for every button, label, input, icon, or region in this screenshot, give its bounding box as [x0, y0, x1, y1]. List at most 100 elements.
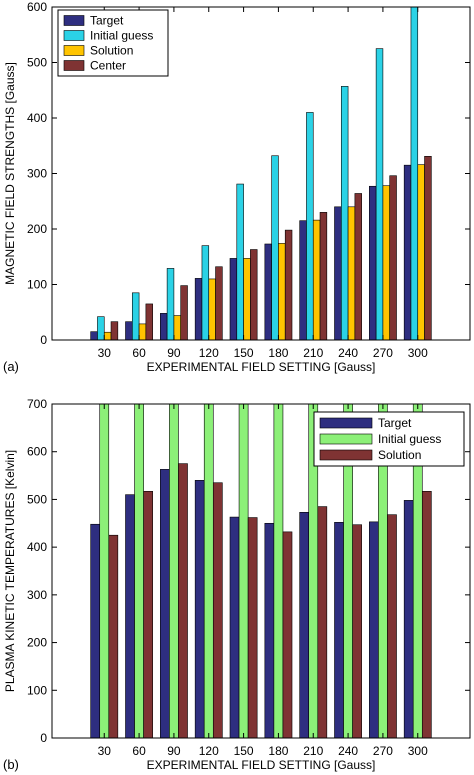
- bar: [178, 463, 188, 739]
- bar: [410, 6, 419, 341]
- x-tick-label: 150: [234, 346, 254, 360]
- x-tick-label: 120: [199, 744, 219, 758]
- legend-entry: Solution: [90, 44, 133, 58]
- bar: [424, 156, 432, 341]
- y-tick-label: 100: [27, 683, 47, 697]
- bar: [180, 285, 188, 341]
- x-axis-label: EXPERIMENTAL FIELD SETTING [Gauss]: [147, 758, 376, 772]
- bar: [160, 313, 168, 341]
- legend-swatch: [319, 433, 373, 445]
- x-tick-label: 300: [408, 744, 428, 758]
- legend-entry: Target: [378, 416, 412, 430]
- bar: [212, 482, 223, 739]
- bar: [201, 245, 210, 341]
- y-tick-label: 600: [27, 445, 47, 459]
- panel-label: (b): [3, 757, 19, 772]
- legend-swatch: [63, 30, 85, 41]
- bar: [250, 249, 258, 341]
- bar: [264, 243, 272, 341]
- x-tick-label: 270: [373, 744, 393, 758]
- bar: [369, 185, 377, 341]
- legend-entry: Center: [90, 59, 126, 73]
- x-tick-label: 210: [303, 744, 323, 758]
- chart-b: 0 100 200 300 400 500 600 700 30 60 90 120 150 180 210…: [3, 397, 471, 772]
- bar: [125, 321, 133, 341]
- x-tick-label: 90: [167, 744, 181, 758]
- bar: [369, 521, 379, 739]
- bar: [421, 491, 432, 739]
- bar: [299, 512, 310, 739]
- bar: [169, 403, 179, 739]
- bar: [243, 258, 251, 341]
- bar: [317, 506, 328, 739]
- bar: [103, 331, 112, 341]
- bar: [403, 500, 414, 739]
- bar: [284, 229, 293, 341]
- bar: [271, 155, 279, 341]
- bar: [247, 517, 258, 739]
- y-tick-label: 200: [27, 636, 47, 650]
- legend-entry: Initial guess: [378, 432, 441, 446]
- y-tick-label: 0: [40, 333, 47, 347]
- legend-swatch: [319, 417, 373, 429]
- y-axis-label: PLASMA KINETIC TEMPERATURES [Kelvin]: [3, 450, 17, 692]
- bar: [403, 164, 412, 341]
- series-solution: [108, 463, 432, 739]
- bar: [236, 183, 244, 341]
- y-tick-label: 400: [27, 540, 47, 554]
- bar: [166, 268, 175, 341]
- bar: [134, 403, 144, 739]
- bar: [160, 469, 170, 739]
- bar: [229, 516, 240, 739]
- x-tick-label: 90: [167, 346, 181, 360]
- panel-label: (a): [3, 359, 19, 374]
- x-tick-label: 210: [303, 346, 323, 360]
- bar: [194, 278, 203, 341]
- bar: [99, 403, 110, 739]
- y-tick-label: 400: [27, 111, 47, 125]
- x-tick-label: 240: [338, 346, 358, 360]
- bar: [203, 403, 214, 739]
- y-tick-label: 700: [27, 397, 47, 411]
- bar: [375, 48, 384, 341]
- x-tick-label: 270: [373, 346, 393, 360]
- bar: [354, 193, 362, 341]
- bar: [282, 531, 293, 739]
- bar: [238, 403, 249, 739]
- series-center: [110, 156, 432, 341]
- x-tick-label: 180: [268, 744, 288, 758]
- bar: [347, 206, 356, 341]
- x-tick-label: 30: [98, 346, 112, 360]
- y-tick-label: 300: [27, 588, 47, 602]
- legend-swatch: [63, 60, 85, 71]
- x-tick-label: 120: [199, 346, 219, 360]
- bar: [382, 185, 391, 341]
- bar: [208, 278, 216, 341]
- legend-entry: Target: [90, 14, 124, 28]
- y-tick-label: 300: [27, 167, 47, 181]
- bar: [264, 522, 275, 739]
- bar: [194, 480, 205, 739]
- bar: [215, 266, 223, 341]
- bar: [110, 321, 119, 341]
- bar: [417, 164, 425, 341]
- bar: [334, 206, 342, 341]
- y-tick-label: 600: [27, 0, 47, 14]
- y-tick-label: 500: [27, 56, 47, 70]
- y-tick-label: 100: [27, 278, 47, 292]
- legend-swatch: [63, 45, 85, 56]
- bar: [319, 212, 328, 341]
- bar: [273, 403, 284, 739]
- bar: [125, 494, 135, 739]
- y-tick-label: 0: [40, 731, 47, 745]
- bar: [143, 491, 153, 739]
- bar: [387, 514, 397, 739]
- bar: [278, 243, 286, 341]
- bar: [340, 86, 349, 341]
- bar: [312, 219, 321, 341]
- bar: [90, 523, 101, 739]
- bar: [90, 331, 98, 341]
- bar: [389, 175, 397, 341]
